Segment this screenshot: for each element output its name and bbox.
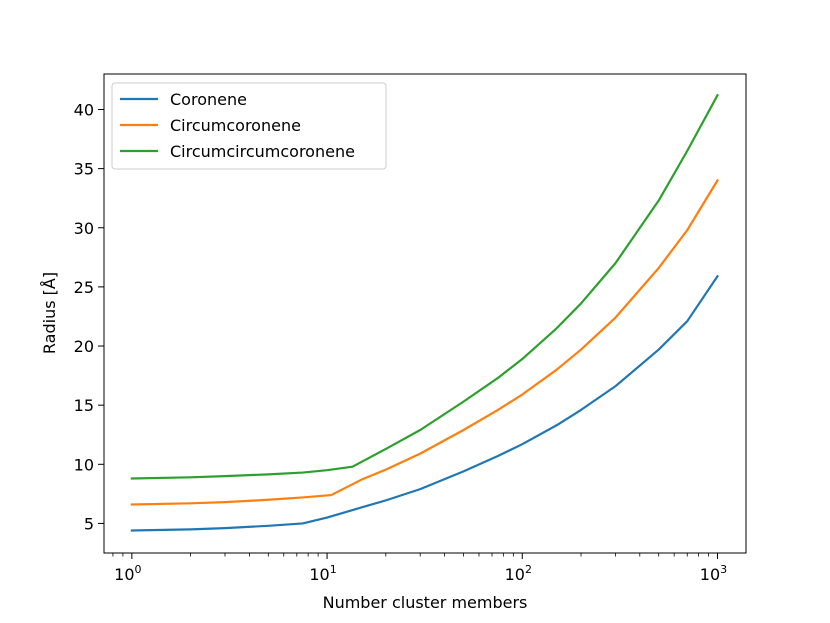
legend-label: Circumcoronene — [170, 116, 301, 135]
x-tick-label: 102 — [505, 563, 532, 584]
x-axis-ticks: 100 101 102 103 — [112, 553, 727, 584]
legend-box — [111, 82, 387, 170]
plot-area — [103, 73, 747, 554]
y-tick-label: 25 — [74, 278, 94, 297]
legend-label: Coronene — [170, 90, 247, 109]
y-tick-label: 40 — [74, 100, 94, 119]
x-tick-label: 101 — [309, 563, 336, 584]
x-tick-label: 100 — [114, 563, 141, 584]
legend-label: Circumcircumcoronene — [170, 142, 355, 161]
legend: Coronene Circumcoronene Circumcircumcorone… — [111, 82, 387, 170]
plot-frame — [103, 73, 747, 554]
y-tick-label: 15 — [74, 396, 94, 415]
y-axis-label: Radius [Å] — [40, 272, 59, 354]
series-layer — [130, 93, 719, 532]
y-tick-label: 5 — [84, 514, 94, 533]
y-tick-label: 30 — [74, 219, 94, 238]
x-axis-label: Number cluster members — [323, 593, 528, 612]
series-line-circumcoronene — [130, 178, 719, 506]
x-tick-label: 103 — [700, 563, 727, 584]
y-axis-ticks: 5 10 15 20 25 30 35 40 — [74, 100, 104, 533]
y-tick-label: 20 — [74, 337, 94, 356]
series-line-circumcircumcoronene — [130, 93, 719, 480]
y-tick-label: 35 — [74, 160, 94, 179]
y-tick-label: 10 — [74, 455, 94, 474]
series-line-coronene — [130, 274, 719, 532]
